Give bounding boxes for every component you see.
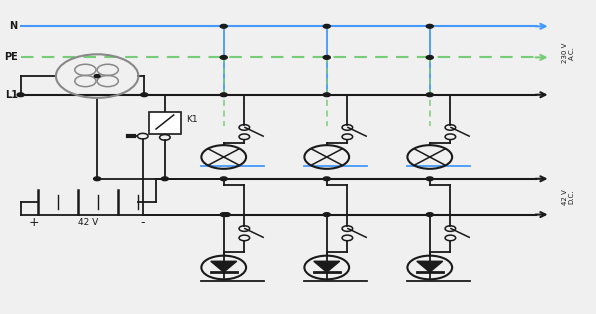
Circle shape [426, 56, 433, 59]
Circle shape [426, 213, 433, 216]
Text: 42 V: 42 V [78, 218, 98, 227]
Circle shape [426, 177, 433, 181]
Circle shape [223, 213, 230, 216]
Circle shape [94, 74, 100, 78]
Polygon shape [314, 261, 340, 272]
Circle shape [220, 93, 227, 97]
Circle shape [220, 213, 227, 216]
Text: L1: L1 [5, 90, 18, 100]
Text: +: + [28, 216, 39, 229]
Text: -: - [141, 216, 145, 229]
FancyBboxPatch shape [148, 112, 181, 134]
Circle shape [220, 177, 227, 181]
Circle shape [220, 56, 227, 59]
Text: 230 V
A.C.: 230 V A.C. [561, 43, 575, 63]
Circle shape [220, 24, 227, 28]
Circle shape [426, 24, 433, 28]
Circle shape [323, 213, 330, 216]
Polygon shape [417, 261, 443, 272]
Text: PE: PE [4, 52, 18, 62]
Text: 42 V
D.C.: 42 V D.C. [561, 189, 575, 204]
Circle shape [94, 177, 101, 181]
Circle shape [323, 177, 330, 181]
Circle shape [17, 93, 24, 97]
Polygon shape [211, 261, 237, 272]
Circle shape [162, 177, 169, 181]
Circle shape [426, 93, 433, 97]
Text: N: N [10, 21, 18, 31]
Circle shape [323, 24, 330, 28]
Text: K1: K1 [186, 115, 197, 124]
Circle shape [323, 93, 330, 97]
Circle shape [323, 56, 330, 59]
Circle shape [141, 93, 148, 97]
